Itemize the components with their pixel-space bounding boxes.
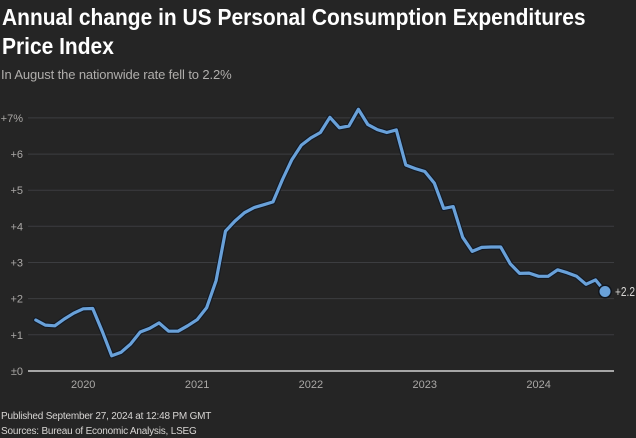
svg-text:2021: 2021	[185, 379, 209, 391]
svg-text:2020: 2020	[71, 379, 95, 391]
svg-text:+3: +3	[10, 258, 23, 270]
svg-text:+1: +1	[10, 330, 23, 342]
svg-text:+5: +5	[10, 185, 23, 197]
svg-text:+6: +6	[10, 149, 23, 161]
svg-text:±0: ±0	[11, 366, 23, 378]
svg-text:+7%: +7%	[1, 113, 24, 125]
svg-text:+4: +4	[10, 221, 23, 233]
svg-text:2023: 2023	[413, 379, 437, 391]
svg-text:2022: 2022	[299, 379, 323, 391]
svg-text:+2.2: +2.2	[615, 285, 635, 299]
svg-text:2024: 2024	[526, 379, 550, 391]
svg-text:+2: +2	[10, 294, 23, 306]
